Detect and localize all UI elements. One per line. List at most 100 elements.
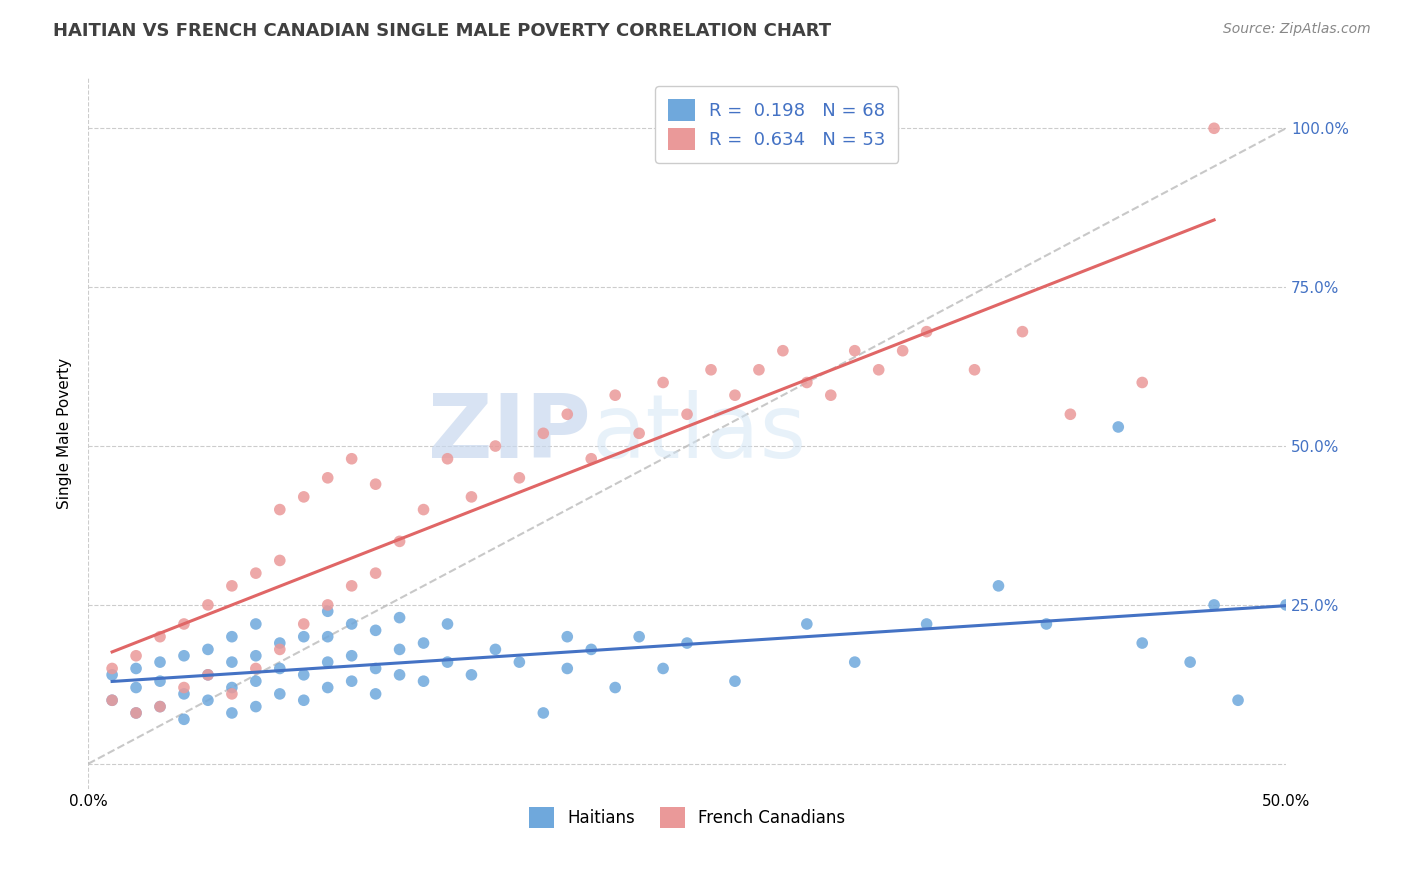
Point (340, 674, 363, 689)
Point (772, 343, 794, 358)
Point (173, 681, 195, 695)
Point (245, 699, 267, 714)
Point (555, 630, 578, 644)
Point (724, 674, 747, 689)
Point (316, 681, 339, 695)
Point (149, 699, 172, 714)
Point (555, 407, 578, 421)
Point (269, 553, 291, 567)
Point (628, 426, 651, 441)
Point (269, 687, 291, 701)
Point (581, 642, 603, 657)
Point (125, 648, 148, 663)
Point (844, 343, 866, 358)
Point (364, 566, 387, 581)
Point (484, 642, 506, 657)
Point (221, 579, 243, 593)
Text: HAITIAN VS FRENCH CANADIAN SINGLE MALE POVERTY CORRELATION CHART: HAITIAN VS FRENCH CANADIAN SINGLE MALE P… (53, 22, 831, 40)
Point (197, 668, 219, 682)
Point (101, 693, 124, 707)
Point (149, 630, 172, 644)
Point (292, 668, 315, 682)
Point (101, 693, 124, 707)
Point (221, 655, 243, 669)
Point (340, 648, 363, 663)
Point (197, 642, 219, 657)
Point (1130, 636, 1153, 650)
Point (820, 388, 842, 402)
Point (221, 630, 243, 644)
Point (436, 617, 458, 632)
Point (101, 668, 124, 682)
Point (748, 363, 770, 377)
Point (269, 502, 291, 516)
Point (1178, 655, 1201, 669)
Point (531, 426, 554, 441)
Y-axis label: Single Male Poverty: Single Male Poverty (58, 358, 72, 509)
Point (245, 661, 267, 675)
Point (292, 630, 315, 644)
Point (292, 693, 315, 707)
Point (1130, 376, 1153, 390)
Point (484, 439, 506, 453)
Point (125, 681, 148, 695)
Point (221, 681, 243, 695)
Point (316, 598, 339, 612)
Point (460, 668, 482, 682)
Point (364, 477, 387, 491)
Point (173, 712, 195, 726)
Point (555, 661, 578, 675)
Point (197, 598, 219, 612)
Point (605, 681, 627, 695)
Point (1107, 420, 1129, 434)
Point (1035, 617, 1057, 632)
Point (149, 699, 172, 714)
Point (269, 661, 291, 675)
Point (676, 636, 699, 650)
Point (173, 617, 195, 632)
Point (676, 407, 699, 421)
Text: Source: ZipAtlas.com: Source: ZipAtlas.com (1223, 22, 1371, 37)
Point (700, 363, 723, 377)
Point (149, 655, 172, 669)
Point (173, 687, 195, 701)
Point (1275, 598, 1298, 612)
Point (412, 502, 434, 516)
Point (125, 661, 148, 675)
Point (173, 648, 195, 663)
Point (101, 661, 124, 675)
Point (197, 668, 219, 682)
Point (269, 636, 291, 650)
Point (605, 388, 627, 402)
Point (1204, 598, 1226, 612)
Point (221, 706, 243, 720)
Point (388, 668, 411, 682)
Point (340, 579, 363, 593)
Point (125, 706, 148, 720)
Point (340, 451, 363, 466)
Point (292, 617, 315, 632)
Point (868, 363, 890, 377)
Point (652, 376, 675, 390)
Point (796, 617, 818, 632)
Point (581, 451, 603, 466)
Point (221, 687, 243, 701)
Point (149, 674, 172, 689)
Point (652, 661, 675, 675)
Point (316, 655, 339, 669)
Point (316, 630, 339, 644)
Point (1227, 693, 1250, 707)
Text: ZIP: ZIP (429, 390, 592, 477)
Point (245, 648, 267, 663)
Point (245, 674, 267, 689)
Point (460, 490, 482, 504)
Point (364, 624, 387, 638)
Point (844, 655, 866, 669)
Point (245, 617, 267, 632)
Point (245, 566, 267, 581)
Text: atlas: atlas (592, 390, 807, 477)
Point (388, 642, 411, 657)
Point (963, 363, 986, 377)
Point (915, 617, 938, 632)
Point (531, 706, 554, 720)
